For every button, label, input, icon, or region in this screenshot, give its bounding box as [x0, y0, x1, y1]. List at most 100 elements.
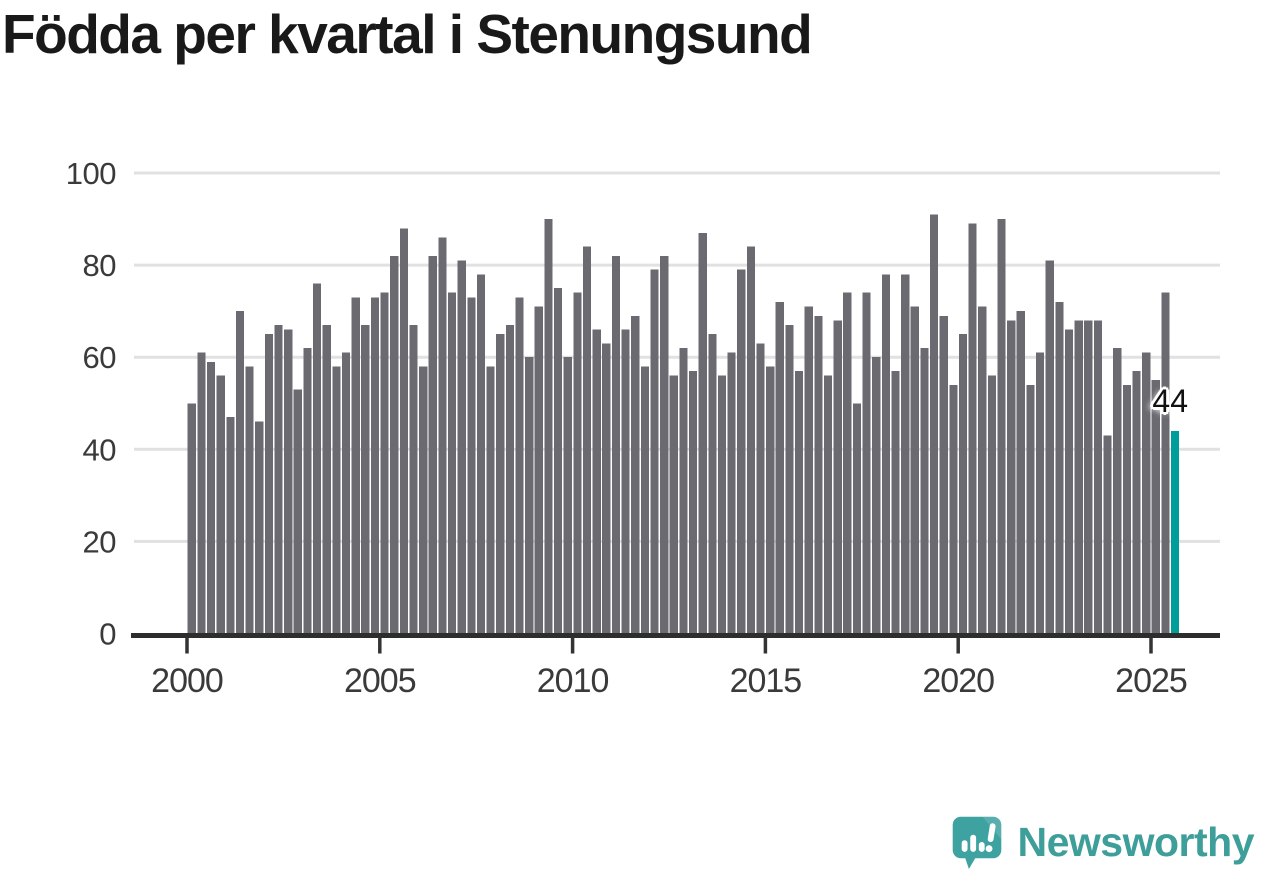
bar-q66 [823, 375, 833, 634]
x-tick-label-2020: 2020 [922, 662, 994, 700]
bar-q39 [563, 357, 572, 634]
bar-q40 [573, 292, 582, 634]
bar-q65 [814, 315, 823, 634]
bar-q68 [843, 292, 852, 634]
bar-q6 [245, 366, 254, 634]
bar-q14 [322, 324, 331, 634]
bar-q86 [1016, 311, 1025, 634]
bar-q3 [216, 375, 225, 634]
bar-q35 [525, 357, 534, 634]
bar-q0 [187, 403, 196, 634]
bar-q71 [872, 357, 881, 634]
bar-q96 [1113, 347, 1122, 634]
bar-q61 [775, 301, 784, 634]
bar-q74 [901, 274, 910, 634]
bar-q25 [428, 255, 437, 634]
bar-q57 [737, 269, 746, 634]
bar-q8 [264, 334, 274, 634]
bar-q77 [929, 214, 939, 634]
bar-q10 [284, 329, 293, 634]
bar-q64 [804, 306, 813, 634]
bar-q49 [660, 255, 669, 634]
bar-q53 [698, 232, 707, 634]
bar-q50 [669, 375, 678, 634]
bar-q44 [611, 255, 621, 634]
y-tick-label-100: 100 [66, 156, 116, 191]
y-tick-label-0: 0 [99, 617, 116, 652]
bar-q56 [727, 352, 736, 634]
bar-q93 [1084, 320, 1093, 634]
bar-q55 [717, 375, 727, 634]
bar-q46 [631, 315, 640, 634]
bar-q12 [303, 347, 312, 634]
y-tick-label-40: 40 [83, 432, 117, 467]
bar-q82 [978, 306, 987, 634]
y-tick-label-20: 20 [83, 524, 117, 559]
y-tick-label-80: 80 [83, 248, 117, 283]
x-tick-label-2010: 2010 [537, 662, 609, 700]
bar-q80 [958, 334, 968, 634]
bar-q101 [1161, 292, 1170, 634]
bar-q37 [544, 219, 553, 634]
bar-q2 [206, 361, 216, 634]
bar-q42 [592, 329, 601, 634]
bar-q9 [274, 324, 283, 634]
bar-q41 [582, 246, 592, 634]
bar-q85 [1007, 320, 1016, 634]
bar-q45 [621, 329, 630, 634]
bar-q33 [505, 324, 515, 634]
bar-q13 [313, 283, 322, 634]
chart-title: Födda per kvartal i Stenungsund [2, 3, 813, 65]
bar-q34 [515, 297, 524, 634]
bar-q76 [920, 347, 929, 634]
bar-q17 [351, 297, 360, 634]
bar-q72 [881, 274, 890, 634]
bar-highlight-latest [1170, 430, 1180, 634]
bar-q91 [1064, 329, 1074, 634]
bar-q62 [785, 324, 794, 634]
bar-q20 [380, 292, 389, 634]
bar-q67 [833, 320, 842, 634]
bar-q18 [361, 324, 370, 634]
bar-q100 [1151, 380, 1160, 634]
newsworthy-wordmark: Newsworthy [1017, 818, 1255, 865]
bar-q38 [554, 288, 563, 634]
bar-q1 [197, 352, 206, 634]
bar-q36 [534, 306, 543, 634]
bar-q29 [467, 297, 476, 634]
bar-q95 [1103, 435, 1112, 634]
bar-q52 [688, 371, 698, 634]
bar-q19 [370, 297, 380, 634]
bar-q94 [1093, 320, 1103, 634]
bar-q59 [756, 343, 765, 634]
bar-q28 [457, 260, 466, 634]
bar-q83 [987, 375, 997, 634]
bar-q98 [1132, 371, 1141, 634]
bar-q60 [766, 366, 775, 634]
bar-q73 [891, 371, 900, 634]
bar-q78 [939, 315, 948, 634]
bar-q23 [409, 324, 418, 634]
bar-q84 [997, 219, 1006, 634]
newsworthy-speech-bubble-chart-icon [952, 816, 1001, 869]
y-tick-label-60: 60 [83, 340, 117, 375]
bar-q43 [602, 343, 611, 634]
bar-q69 [852, 403, 862, 634]
bar-q88 [1036, 352, 1045, 634]
bar-q99 [1142, 352, 1151, 634]
bar-q75 [910, 306, 919, 634]
bar-q21 [390, 255, 399, 634]
bar-q79 [949, 384, 958, 634]
bar-q22 [399, 228, 408, 634]
bar-q11 [293, 389, 302, 634]
bar-q31 [486, 366, 495, 634]
newsworthy-logo: Newsworthy [950, 813, 1255, 871]
bar-q7 [255, 421, 264, 634]
bar-q51 [679, 347, 688, 634]
x-tick-label-2000: 2000 [151, 662, 223, 700]
bar-q54 [708, 334, 717, 634]
bar-q81 [968, 223, 977, 634]
x-tick-label-2005: 2005 [344, 662, 416, 700]
